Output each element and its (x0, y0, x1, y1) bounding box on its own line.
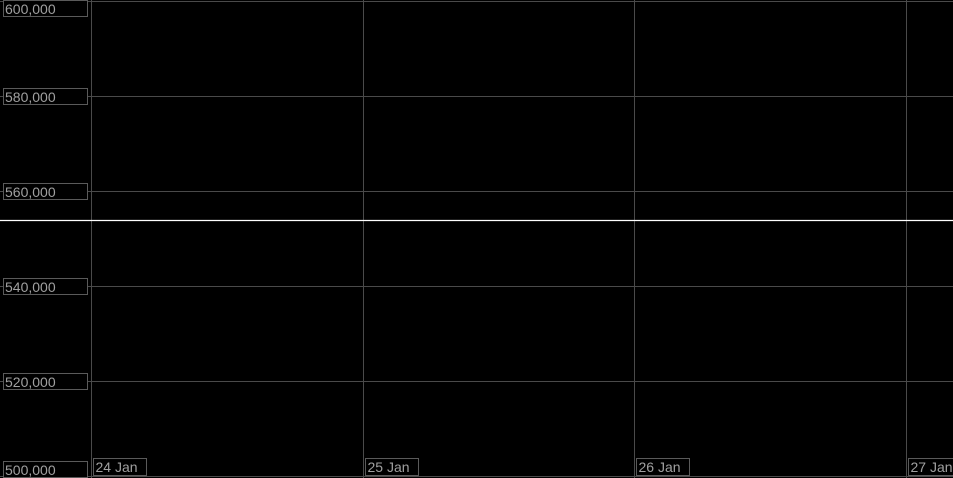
x-tick-label-box (93, 458, 147, 476)
y-tick-label-box (3, 373, 88, 390)
y-tick-label-box (3, 88, 88, 105)
y-tick-label: 540,000 (5, 279, 56, 295)
x-tick-label-box (636, 458, 690, 476)
x-tick-label-box (365, 458, 419, 476)
y-tick-label-box (3, 183, 88, 200)
y-tick-label-box (3, 0, 88, 17)
x-tick-label: 24 Jan (96, 459, 138, 475)
y-tick-label: 520,000 (5, 374, 56, 390)
y-tick-label: 600,000 (5, 1, 56, 17)
x-tick-label: 25 Jan (368, 459, 410, 475)
y-tick-label: 500,000 (5, 462, 56, 478)
x-tick-label-box (908, 458, 953, 476)
y-tick-label-box (3, 278, 88, 295)
x-tick-label: 27 Jan (911, 459, 953, 475)
x-tick-label: 26 Jan (639, 459, 681, 475)
y-tick-label: 560,000 (5, 184, 56, 200)
y-tick-label: 580,000 (5, 89, 56, 105)
